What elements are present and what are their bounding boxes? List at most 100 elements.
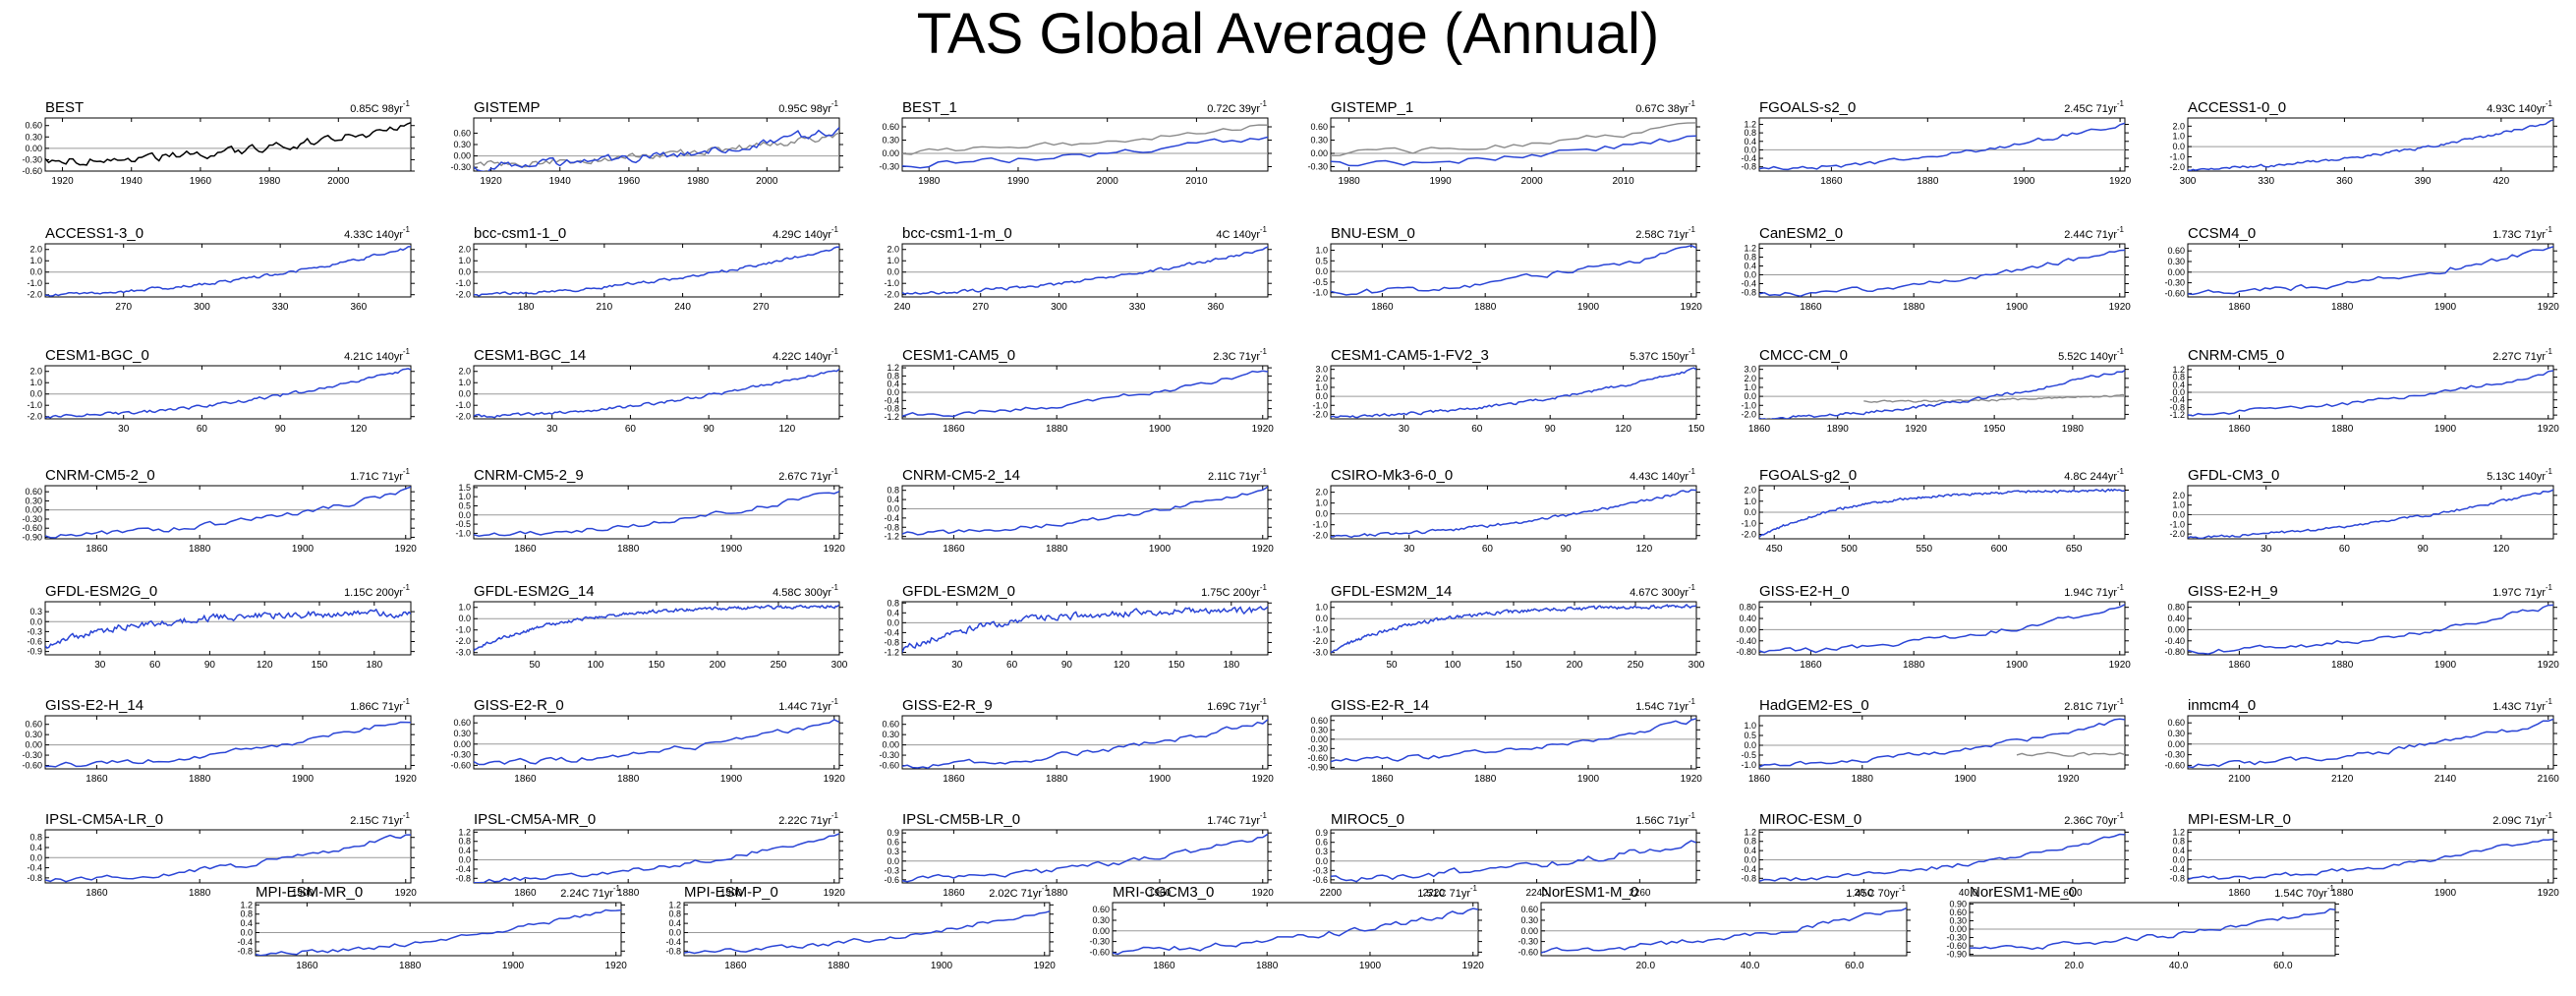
panel-title: GFDL-ESM2M_0 — [902, 583, 1015, 600]
series-line — [2188, 489, 2553, 539]
y-tick-label: 1.2 — [2172, 827, 2185, 837]
y-tick-label: 0.0 — [1744, 391, 1756, 401]
panel-frame — [44, 829, 412, 884]
panel-title: IPSL-CM5B-LR_0 — [902, 811, 1020, 828]
y-tick-label: 3.0 — [1744, 365, 1756, 375]
series-line — [45, 368, 411, 419]
y-tick-label: -2.0 — [1312, 636, 1328, 646]
panel-stat-exponent: -1 — [2117, 99, 2125, 108]
y-tick-label: -0.4 — [884, 395, 899, 405]
x-tick-label: 1900 — [2013, 176, 2035, 187]
y-tick-label: 0.0 — [29, 616, 42, 626]
y-tick-label: -0.5 — [1312, 277, 1328, 287]
panel-stat-exponent: -1 — [831, 697, 839, 706]
panel-title: MPI-ESM-MR_0 — [256, 884, 363, 901]
y-tick-label: -0.40 — [2164, 636, 2185, 646]
x-tick-label: 1920 — [2538, 888, 2560, 899]
y-tick-label: -2.0 — [455, 290, 471, 300]
panel-stat: 4.93C 140yr — [2487, 103, 2546, 115]
panel-title: NorESM1-M_0 — [1541, 884, 1638, 901]
panel-title: bcc-csm1-1_0 — [474, 225, 566, 242]
x-tick-label: 1880 — [189, 888, 211, 899]
x-tick-label: 1900 — [292, 544, 315, 555]
secondary-series-line — [902, 124, 1268, 155]
y-tick-label: 0.0 — [458, 267, 471, 277]
panel-frame — [473, 485, 840, 540]
panel-stat: 1.75C 200yr — [1201, 587, 1260, 599]
panel-title: GISS-E2-R_14 — [1331, 697, 1429, 714]
x-tick-label: 30 — [546, 424, 558, 435]
y-tick-label: 0.30 — [2167, 729, 2185, 738]
x-tick-label: 2120 — [2331, 774, 2354, 785]
panel-title: CESM1-CAM5-1-FV2_3 — [1331, 347, 1489, 364]
x-tick-label: 150 — [312, 660, 328, 671]
panel-stat-exponent: -1 — [403, 697, 411, 706]
y-tick-label: 0.00 — [2167, 739, 2185, 749]
panel-stat-exponent: -1 — [2117, 811, 2125, 820]
panel-stat-exponent: -1 — [403, 99, 411, 108]
y-tick-label: 1.2 — [1744, 119, 1756, 129]
y-tick-label: -0.8 — [884, 522, 899, 532]
panel-title: NorESM1-ME_0 — [1970, 884, 2077, 901]
series-line — [1331, 489, 1696, 539]
y-tick-label: 0.0 — [1315, 856, 1328, 866]
y-tick-label: -0.60 — [2164, 760, 2185, 770]
y-tick-label: 1.0 — [887, 256, 899, 265]
secondary-series-line — [1331, 122, 1696, 156]
y-tick-label: -0.4 — [665, 937, 681, 947]
panel-ipsl-cm5a-mr-0: IPSL-CM5A-MR_0 2.22C 71yr -1-0.8-0.40.00.4… — [455, 811, 845, 899]
panel-stat: 5.37C 150yr — [1630, 351, 1689, 363]
x-tick-label: 120 — [779, 424, 796, 435]
panel-noresm1-m-0: NorESM1-M_0 1.45C 70yr -1 -0.60-0.300.000.3… — [1517, 884, 1911, 971]
x-tick-label: 1880 — [189, 544, 211, 555]
y-tick-label: -0.30 — [1946, 933, 1967, 943]
y-tick-label: 0.30 — [1310, 725, 1328, 734]
y-tick-label: 0.8 — [1744, 837, 1756, 847]
y-tick-label: -1.0 — [2169, 519, 2185, 529]
x-tick-label: 1880 — [617, 544, 640, 555]
x-tick-label: 240 — [674, 302, 691, 313]
x-tick-label: 1890 — [1827, 424, 1850, 435]
panel-stat: 1.94C 71yr — [2064, 587, 2117, 599]
x-tick-label: 90 — [275, 424, 287, 435]
y-tick-label: -0.90 — [22, 532, 42, 542]
y-tick-label: 0.0 — [1744, 507, 1756, 517]
panel-title: IPSL-CM5A-LR_0 — [45, 811, 163, 828]
x-tick-label: 1860 — [1748, 774, 1771, 785]
panel-frame — [2187, 601, 2554, 656]
x-tick-label: 30 — [1403, 544, 1415, 555]
y-tick-label: 0.30 — [1949, 915, 1967, 925]
y-tick-label: 1.2 — [1744, 244, 1756, 254]
series-line — [45, 721, 411, 768]
series-line — [45, 486, 411, 539]
panel-stat-exponent: -1 — [1689, 225, 1696, 234]
x-tick-label: 1980 — [1338, 176, 1360, 187]
series-line — [1970, 908, 2335, 951]
panel-frame — [473, 829, 840, 884]
panel-stat: 1.97C 71yr — [2492, 587, 2546, 599]
panel-stat: 2.58C 71yr — [1635, 229, 1689, 241]
y-tick-label: 0.60 — [453, 718, 471, 728]
y-tick-label: 0.4 — [2172, 380, 2185, 389]
panel-stat-exponent: -1 — [1689, 347, 1696, 356]
panel-stat: 5.52C 140yr — [2058, 351, 2117, 363]
x-tick-label: 1980 — [918, 176, 941, 187]
y-tick-label: -0.4 — [2169, 395, 2185, 405]
y-tick-label: 0.0 — [887, 856, 899, 866]
x-tick-label: 180 — [1223, 660, 1239, 671]
series-line — [1759, 369, 2125, 419]
y-tick-label: -0.90 — [1307, 762, 1328, 772]
panel-stat-exponent: -1 — [2546, 99, 2553, 108]
x-tick-label: 1860 — [1820, 176, 1843, 187]
panel-stat-exponent: -1 — [1260, 225, 1268, 234]
series-line — [2188, 246, 2553, 296]
panel-frame — [473, 243, 840, 298]
y-tick-label: 0.8 — [1744, 128, 1756, 138]
x-tick-label: 1920 — [2109, 302, 2132, 313]
y-tick-label: -0.60 — [1089, 947, 1110, 957]
y-tick-label: 0.0 — [1744, 855, 1756, 865]
x-tick-label: 60 — [1471, 424, 1483, 435]
panel-stat: 0.95C 98yr — [778, 103, 831, 115]
y-tick-label: 0.3 — [29, 607, 42, 616]
y-tick-label: 0.30 — [25, 496, 42, 505]
